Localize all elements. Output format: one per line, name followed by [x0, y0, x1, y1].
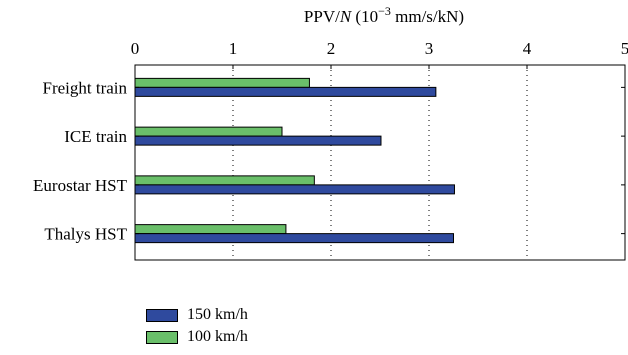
x-tick-label: 4: [523, 39, 532, 58]
plot-frame: [134, 64, 626, 261]
legend-item-150: 150 km/h: [146, 304, 248, 326]
bar-100km-h-3: [134, 224, 287, 235]
bars: [134, 77, 455, 244]
x-tick-label: 2: [327, 39, 336, 58]
x-tick-label: 0: [131, 39, 140, 58]
category-label: Eurostar HST: [33, 176, 128, 195]
legend-swatch-100: [146, 330, 178, 344]
legend: 150 km/h 100 km/h: [146, 304, 248, 348]
legend-swatch-150: [146, 308, 178, 322]
legend-item-100: 100 km/h: [146, 326, 248, 348]
x-tick-label: 3: [425, 39, 434, 58]
category-label: ICE train: [64, 127, 127, 146]
legend-label-100: 100 km/h: [187, 328, 248, 345]
category-label: Thalys HST: [44, 225, 127, 244]
legend-label-150: 150 km/h: [187, 306, 248, 323]
bar-100km-h-2: [134, 175, 315, 186]
bar-100km-h-0: [134, 77, 310, 88]
x-ticks: 0 1 2 3 4 5: [131, 39, 628, 69]
bar-150km-h-3: [134, 233, 454, 244]
x-tick-label: 1: [229, 39, 238, 58]
category-labels: Freight train ICE train Eurostar HST Thalys…: [33, 78, 625, 244]
x-tick-label: 5: [621, 39, 628, 58]
bar-150km-h-1: [134, 135, 382, 146]
bar-150km-h-0: [134, 86, 437, 97]
bar-100km-h-1: [134, 126, 283, 137]
x-axis-label: PPV/N (10−3 mm/s/kN): [304, 4, 464, 26]
category-label: Freight train: [42, 78, 127, 97]
bar-150km-h-2: [134, 184, 455, 195]
